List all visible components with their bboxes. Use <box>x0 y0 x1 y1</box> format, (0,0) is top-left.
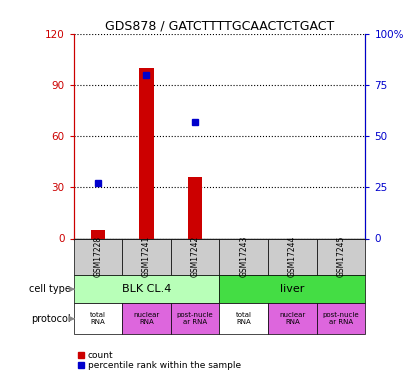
Bar <box>74 303 122 334</box>
Legend: count, percentile rank within the sample: count, percentile rank within the sample <box>78 351 241 370</box>
Bar <box>74 275 220 303</box>
Bar <box>317 238 365 275</box>
Bar <box>188 177 202 238</box>
Bar <box>122 238 171 275</box>
Text: GSM17241: GSM17241 <box>142 236 151 277</box>
Text: nuclear
RNA: nuclear RNA <box>279 312 306 325</box>
Bar <box>317 303 365 334</box>
Text: total
RNA: total RNA <box>236 312 252 325</box>
Text: GSM17243: GSM17243 <box>239 236 248 278</box>
Text: GSM17242: GSM17242 <box>191 236 200 277</box>
Text: GSM17245: GSM17245 <box>336 236 346 278</box>
Bar <box>268 303 317 334</box>
Text: GSM17244: GSM17244 <box>288 236 297 278</box>
Text: post-nucle
ar RNA: post-nucle ar RNA <box>323 312 360 325</box>
Bar <box>91 230 105 238</box>
Text: GSM17228: GSM17228 <box>93 236 102 277</box>
Bar <box>220 275 365 303</box>
Text: cell type: cell type <box>29 284 71 294</box>
Text: nuclear
RNA: nuclear RNA <box>134 312 160 325</box>
Bar <box>268 238 317 275</box>
Text: post-nucle
ar RNA: post-nucle ar RNA <box>177 312 213 325</box>
Bar <box>139 68 154 238</box>
Bar <box>122 303 171 334</box>
Title: GDS878 / GATCTTTTGCAACTCTGACT: GDS878 / GATCTTTTGCAACTCTGACT <box>105 20 334 33</box>
Bar <box>220 238 268 275</box>
Text: liver: liver <box>280 284 304 294</box>
Bar <box>171 303 220 334</box>
Bar <box>220 303 268 334</box>
Text: BLK CL.4: BLK CL.4 <box>122 284 171 294</box>
Text: total
RNA: total RNA <box>90 312 106 325</box>
Bar <box>171 238 220 275</box>
Text: protocol: protocol <box>31 314 71 324</box>
Bar <box>74 238 122 275</box>
